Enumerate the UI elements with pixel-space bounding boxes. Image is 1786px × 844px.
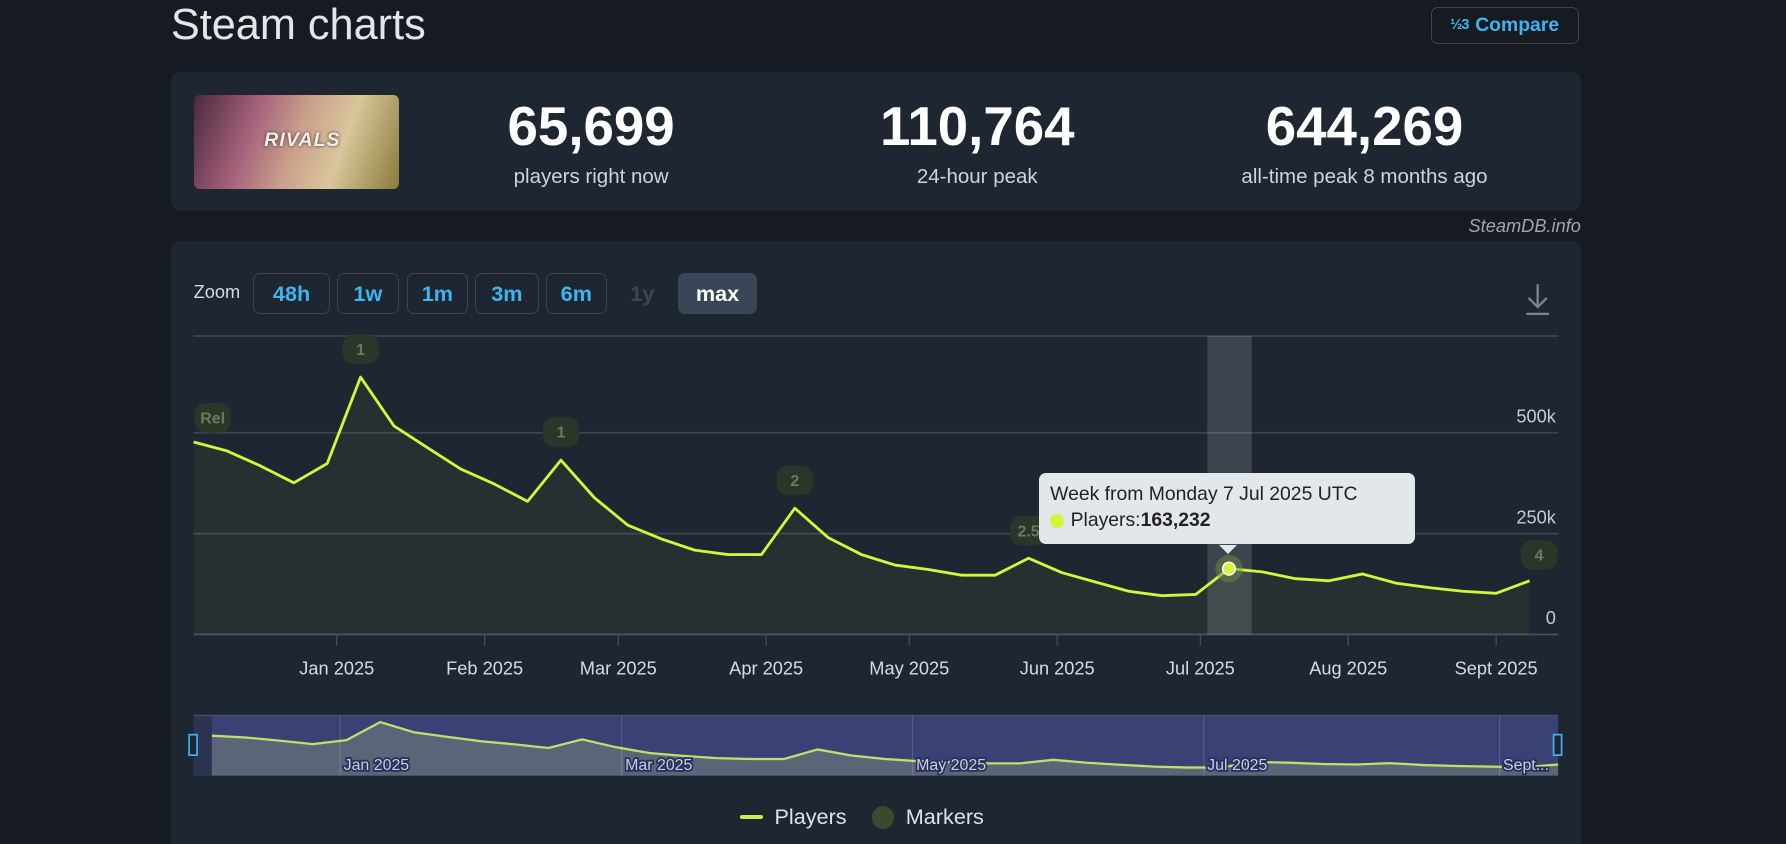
navigator-tick-label: Jan 2025 bbox=[344, 757, 410, 774]
legend-players[interactable]: Players bbox=[774, 804, 847, 830]
marker-label: Rel bbox=[200, 410, 225, 427]
x-tick-label: May 2025 bbox=[869, 658, 949, 678]
navigator-tick-label: May 2025 bbox=[916, 757, 986, 774]
stat-value: 65,699 bbox=[507, 95, 675, 157]
zoom-label: Zoom bbox=[193, 282, 241, 303]
stat-value: 110,764 bbox=[879, 95, 1075, 157]
game-logo: RIVALS bbox=[264, 128, 341, 151]
players-line bbox=[193, 375, 1531, 598]
players-legend-icon bbox=[740, 814, 764, 820]
x-tick-label: Mar 2025 bbox=[580, 658, 657, 678]
chart-tooltip: Week from Monday 7 Jul 2025 UTC Players:… bbox=[1038, 472, 1415, 554]
marker-badge bbox=[776, 465, 814, 496]
source-credit[interactable]: SteamDB.info bbox=[1468, 216, 1581, 237]
navigator-tick-label: Mar 2025 bbox=[625, 757, 692, 774]
marker-badge bbox=[1520, 540, 1558, 570]
marker-badge bbox=[342, 334, 379, 365]
marker-label: 1 bbox=[557, 425, 566, 442]
marker-label: 4 bbox=[1535, 548, 1544, 565]
fraction-icon: ½3 bbox=[1450, 17, 1469, 34]
zoom-3m-button[interactable]: 3m bbox=[474, 273, 539, 315]
tooltip-value: 163,232 bbox=[1140, 509, 1211, 532]
stat-value: 644,269 bbox=[1265, 95, 1464, 157]
marker-badge bbox=[542, 417, 580, 447]
tooltip-title: Week from Monday 7 Jul 2025 UTC bbox=[1050, 482, 1358, 505]
x-tick-label: Apr 2025 bbox=[729, 658, 803, 678]
x-tick-label: Feb 2025 bbox=[446, 658, 523, 678]
stat-current: 65,699 players right now bbox=[398, 95, 785, 190]
x-tick-label: Jan 2025 bbox=[299, 658, 374, 678]
marker-badge bbox=[194, 402, 231, 433]
y-tick-label: 250k bbox=[1516, 507, 1556, 527]
legend-markers[interactable]: Markers bbox=[905, 804, 984, 830]
x-tick-label: Jun 2025 bbox=[1020, 658, 1095, 678]
zoom-48h-button[interactable]: 48h bbox=[252, 273, 331, 315]
stat-label: 24-hour peak bbox=[916, 165, 1038, 189]
stat-label[interactable]: all-time peak 8 months ago bbox=[1241, 165, 1488, 189]
navigator-mask bbox=[193, 715, 212, 776]
zoom-1y-button: 1y bbox=[630, 280, 655, 306]
navigator-area bbox=[211, 722, 1559, 776]
x-tick-label: Jul 2025 bbox=[1166, 658, 1235, 678]
y-tick-label: 500k bbox=[1516, 407, 1556, 427]
hover-point bbox=[1221, 561, 1237, 576]
marker-label: 1 bbox=[356, 342, 365, 359]
compare-label: Compare bbox=[1475, 14, 1560, 37]
navigator-tick-label: Sept... bbox=[1503, 757, 1549, 774]
navigator-line bbox=[211, 720, 1559, 769]
navigator-handle-right[interactable] bbox=[1552, 733, 1563, 757]
zoom-1m-button[interactable]: 1m bbox=[406, 273, 469, 315]
stat-all-time-peak[interactable]: 644,269 all-time peak 8 months ago bbox=[1171, 95, 1558, 190]
x-tick-label: Aug 2025 bbox=[1309, 658, 1387, 678]
players-area bbox=[193, 377, 1530, 635]
game-image[interactable]: RIVALS bbox=[193, 94, 399, 190]
chart-legend: Players Markers bbox=[740, 804, 984, 830]
x-tick-label: Sept 2025 bbox=[1455, 658, 1538, 678]
tooltip-series: Players: bbox=[1070, 509, 1141, 532]
y-tick-label: 0 bbox=[1546, 608, 1556, 628]
marker-badge bbox=[1010, 515, 1047, 546]
page-title: Steam charts bbox=[170, 1, 426, 49]
series-dot-icon bbox=[1050, 514, 1064, 528]
stats-card: RIVALS 65,699 players right now 110,764 … bbox=[170, 71, 1581, 211]
stat-24h-peak: 110,764 24-hour peak bbox=[784, 95, 1171, 190]
zoom-max-button[interactable]: max bbox=[677, 273, 758, 315]
marker-label: 2 bbox=[790, 473, 799, 490]
stat-label: players right now bbox=[513, 165, 669, 189]
compare-button[interactable]: ½3 Compare bbox=[1430, 6, 1579, 45]
navigator-tick-label: Jul 2025 bbox=[1207, 757, 1267, 774]
marker-label: 2.5 bbox=[1017, 523, 1039, 540]
zoom-1w-button[interactable]: 1w bbox=[337, 273, 399, 315]
markers-legend-icon bbox=[871, 805, 895, 829]
navigator-handle-left[interactable] bbox=[188, 733, 198, 757]
download-icon[interactable] bbox=[1524, 282, 1551, 323]
zoom-6m-button[interactable]: 6m bbox=[545, 273, 608, 315]
